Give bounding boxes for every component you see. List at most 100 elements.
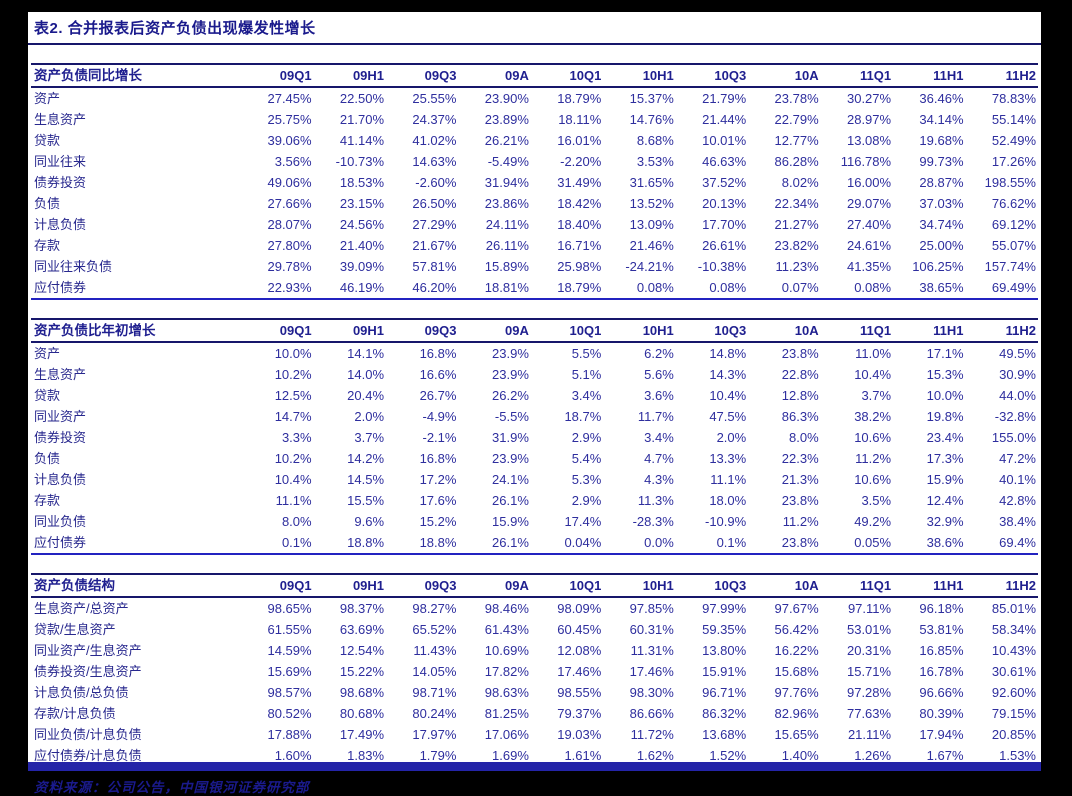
data-cell: 19.68% [919,133,964,148]
data-cell: 25.00% [919,238,964,253]
data-cell: 82.96% [774,706,819,721]
column-header: 09Q1 [279,68,312,83]
column-header: 09A [505,68,529,83]
data-cell: 3.56% [274,154,312,169]
data-cell: 16.6% [419,367,457,382]
row-label: 负债 [34,196,61,211]
data-cell: 60.31% [629,622,674,637]
data-cell: 24.37% [412,112,457,127]
column-header: 10Q3 [714,323,747,338]
data-cell: 19.03% [557,727,602,742]
data-cell: 17.4% [564,514,602,529]
data-cell: 98.65% [267,601,312,616]
data-cell: 10.4% [274,472,312,487]
row-label: 存款 [34,238,61,253]
data-cell: 17.1% [926,346,964,361]
column-header: 10A [794,578,819,593]
data-cell: 2.9% [571,493,602,508]
data-cell: 97.67% [774,601,819,616]
data-cell: 5.3% [571,472,602,487]
data-cell: 17.70% [702,217,747,232]
table-structure: 资产负债结构 09Q1 09H1 09Q3 09A 10Q1 10H1 10Q3 10A 11Q1… [31,573,1038,768]
data-cell: 12.54% [339,643,385,658]
data-cell: 23.78% [774,91,819,106]
row-label: 生息资产 [34,367,87,382]
data-cell: 1.60% [274,748,312,763]
data-cell: 28.07% [267,217,312,232]
data-cell: -24.21% [625,259,674,274]
data-cell: 98.46% [484,601,529,616]
data-cell: 18.8% [419,535,457,550]
data-cell: 1.53% [999,748,1036,763]
data-cell: 10.69% [484,643,529,658]
column-header: 09Q3 [424,578,457,593]
data-cell: 37.52% [702,175,747,190]
data-cell: 0.07% [781,280,819,295]
data-cell: 10.0% [926,388,964,403]
data-cell: 19.8% [926,409,964,424]
data-cell: 10.6% [854,472,892,487]
data-cell: 11.0% [855,346,892,361]
data-cell: 198.55% [984,175,1036,190]
data-cell: 8.02% [781,175,819,190]
row-label: 计息负债 [34,217,87,232]
data-cell: 80.24% [412,706,457,721]
data-cell: 96.66% [919,685,964,700]
row-label: 资产 [34,346,61,361]
column-header: 11Q1 [859,323,892,338]
data-cell: 57.81% [412,259,457,274]
data-cell: 15.2% [419,514,457,529]
data-cell: 97.99% [702,601,747,616]
data-cell: -2.20% [560,154,602,169]
data-cell: 13.52% [629,196,674,211]
row-label: 贷款 [34,133,61,148]
data-cell: 25.55% [412,91,457,106]
data-cell: -10.38% [697,259,747,274]
data-cell: 22.8% [781,367,819,382]
data-cell: 49.2% [854,514,892,529]
data-cell: 26.61% [702,238,747,253]
data-cell: 21.11% [847,727,892,742]
data-cell: 4.7% [644,451,674,466]
data-cell: 3.5% [861,493,892,508]
column-header: 09A [505,323,529,338]
data-cell: 47.2% [999,451,1036,466]
data-cell: 2.0% [716,430,747,445]
row-label: 同业往来 [34,154,87,169]
data-cell: 23.90% [484,91,529,106]
data-cell: 58.34% [991,622,1036,637]
data-cell: 11.2% [782,514,819,529]
row-label: 存款/计息负债 [34,706,116,721]
data-cell: 14.0% [347,367,385,382]
data-cell: 1.52% [709,748,747,763]
data-cell: 98.37% [339,601,385,616]
data-cell: 69.12% [991,217,1036,232]
table-row: 生息资产/总资产 98.65% 98.37% 98.27% 98.46% 98.09% 97… [31,597,1038,619]
data-cell: 31.49% [557,175,602,190]
column-header: 10H1 [642,578,674,593]
data-cell: 17.3% [926,451,964,466]
data-cell: 61.43% [484,622,529,637]
data-cell: 22.34% [774,196,819,211]
data-cell: 27.45% [267,91,312,106]
data-cell: 25.98% [557,259,602,274]
data-cell: 10.01% [702,133,747,148]
data-cell: 21.70% [339,112,385,127]
data-cell: 28.97% [846,112,892,127]
row-label: 应付债券/计息负债 [34,748,142,763]
column-header: 11Q1 [859,578,892,593]
row-label: 负债 [34,451,61,466]
data-cell: 46.20% [412,280,457,295]
data-cell: 2.9% [571,430,602,445]
column-header: 10H1 [642,68,674,83]
data-cell: 8.68% [636,133,674,148]
data-cell: 18.40% [557,217,602,232]
row-label: 生息资产/总资产 [34,601,129,616]
data-cell: 79.37% [557,706,602,721]
data-cell: -28.3% [632,514,674,529]
row-label: 存款 [34,493,61,508]
data-cell: 17.26% [991,154,1036,169]
data-cell: -5.49% [487,154,529,169]
column-header: 11H1 [933,68,964,83]
data-cell: 1.67% [926,748,964,763]
